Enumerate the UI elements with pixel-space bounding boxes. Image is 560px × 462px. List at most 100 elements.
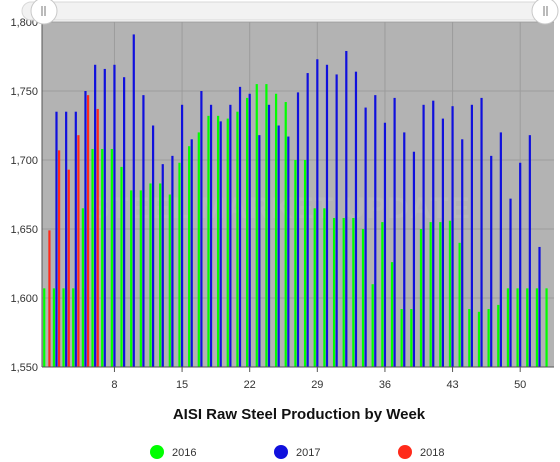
bar-2017-week-15[interactable] — [180, 104, 184, 368]
bar-2016-week-37[interactable] — [390, 262, 394, 367]
bar-2016-week-19[interactable] — [217, 115, 220, 367]
bar-2017-week-9[interactable] — [123, 77, 126, 367]
bar-2018-week-4[interactable] — [77, 135, 80, 367]
bar-2017-week-39[interactable] — [412, 151, 416, 367]
bar-2016-week-47[interactable] — [487, 309, 490, 367]
bar-2018-week-5[interactable] — [86, 95, 90, 367]
bar-2017-week-40[interactable] — [422, 104, 425, 368]
bar-2016-week-45[interactable] — [468, 309, 471, 367]
bar-2017-week-41[interactable] — [432, 100, 435, 367]
bar-2017-week-8[interactable] — [113, 64, 116, 367]
bar-2017-week-36[interactable] — [383, 122, 387, 368]
bar-2017-week-25[interactable] — [277, 125, 280, 368]
bar-2016-week-32[interactable] — [342, 217, 345, 367]
bar-2016-week-14[interactable] — [168, 194, 171, 368]
bar-2016-week-13[interactable] — [159, 183, 162, 367]
bar-2016-week-21[interactable] — [236, 111, 239, 367]
bar-2017-week-38[interactable] — [403, 132, 406, 367]
bar-2016-week-11[interactable] — [139, 190, 142, 367]
bar-2016-week-20[interactable] — [226, 118, 229, 367]
bar-2016-week-12[interactable] — [149, 183, 152, 367]
bar-2017-week-20[interactable] — [229, 104, 232, 368]
bar-2016-week-24[interactable] — [265, 84, 268, 367]
bar-2017-week-6[interactable] — [94, 64, 97, 367]
bar-2016-week-38[interactable] — [400, 309, 403, 367]
bar-2017-week-31[interactable] — [335, 74, 338, 367]
bar-2016-week-30[interactable] — [323, 208, 326, 367]
bar-2016-week-31[interactable] — [332, 217, 336, 367]
bar-2017-week-23[interactable] — [258, 135, 261, 367]
bar-2017-week-11[interactable] — [142, 95, 145, 367]
bar-2016-week-50[interactable] — [516, 288, 519, 367]
bar-2016-week-39[interactable] — [410, 309, 413, 367]
bar-2016-week-22[interactable] — [245, 97, 249, 368]
bar-2016-week-6[interactable] — [91, 148, 94, 367]
bar-2017-week-43[interactable] — [451, 106, 454, 368]
bar-2017-week-50[interactable] — [519, 162, 522, 367]
bar-2017-week-45[interactable] — [470, 104, 473, 368]
bar-2016-week-44[interactable] — [458, 242, 461, 367]
bar-2016-week-7[interactable] — [101, 148, 104, 367]
bar-2016-week-27[interactable] — [294, 160, 297, 367]
bar-2016-week-23[interactable] — [255, 84, 258, 367]
scrollbar-left-handle[interactable] — [30, 0, 58, 25]
bar-2017-week-12[interactable] — [151, 125, 155, 368]
bar-2017-week-34[interactable] — [364, 107, 367, 367]
bar-2016-week-51[interactable] — [526, 288, 529, 367]
bar-2016-week-35[interactable] — [371, 284, 374, 367]
bar-2017-week-21[interactable] — [238, 86, 242, 368]
bar-2017-week-51[interactable] — [528, 135, 531, 367]
bar-2017-week-2[interactable] — [55, 111, 58, 367]
bar-2017-week-33[interactable] — [354, 71, 358, 368]
bar-2016-week-16[interactable] — [188, 146, 191, 367]
bar-2017-week-32[interactable] — [345, 50, 348, 367]
bar-2016-week-25[interactable] — [274, 93, 278, 367]
bar-2017-week-47[interactable] — [490, 155, 493, 367]
bar-2017-week-24[interactable] — [267, 104, 271, 368]
bar-2018-week-3[interactable] — [67, 169, 70, 367]
bar-2017-week-30[interactable] — [325, 64, 329, 367]
scrollbar-track[interactable] — [21, 1, 553, 21]
bar-2016-week-26[interactable] — [284, 102, 287, 367]
bar-2017-week-10[interactable] — [132, 34, 135, 368]
bar-2016-week-34[interactable] — [361, 229, 365, 367]
legend-item-2018[interactable]: 2018 — [398, 445, 444, 459]
bar-2017-week-7[interactable] — [103, 68, 106, 368]
bar-2016-week-17[interactable] — [197, 132, 200, 367]
bar-2016-week-1[interactable] — [43, 288, 46, 367]
bar-2016-week-48[interactable] — [497, 304, 500, 367]
bar-2016-week-52[interactable] — [535, 288, 539, 367]
legend-item-2016[interactable]: 2016 — [150, 445, 196, 459]
bar-2017-week-37[interactable] — [393, 97, 396, 368]
bar-2017-week-19[interactable] — [219, 121, 222, 367]
bar-2016-week-53[interactable] — [545, 288, 548, 367]
bar-2016-week-33[interactable] — [352, 217, 355, 367]
bar-2017-week-22[interactable] — [248, 93, 251, 367]
bar-2016-week-40[interactable] — [419, 229, 423, 367]
bar-2016-week-43[interactable] — [448, 220, 452, 367]
bar-2017-week-3[interactable] — [65, 111, 68, 367]
bar-2016-week-2[interactable] — [52, 288, 55, 367]
bar-2017-week-27[interactable] — [296, 92, 300, 367]
bar-2016-week-15[interactable] — [178, 162, 181, 367]
bar-2016-week-5[interactable] — [81, 208, 84, 367]
bar-2017-week-29[interactable] — [316, 59, 319, 367]
bar-2017-week-4[interactable] — [74, 111, 77, 367]
bar-2016-week-10[interactable] — [130, 190, 133, 367]
bar-2017-week-35[interactable] — [374, 95, 377, 367]
bar-2017-week-52[interactable] — [538, 246, 541, 367]
scrollbar-right-handle[interactable] — [531, 0, 559, 25]
bar-2017-week-28[interactable] — [306, 73, 309, 367]
bar-2016-week-18[interactable] — [207, 115, 210, 367]
bar-2017-week-42[interactable] — [441, 118, 445, 367]
bar-2016-week-46[interactable] — [477, 311, 481, 367]
bar-2016-week-8[interactable] — [110, 148, 113, 367]
bar-2018-week-2[interactable] — [57, 150, 61, 367]
bar-2017-week-18[interactable] — [209, 104, 213, 368]
bar-2016-week-3[interactable] — [62, 288, 65, 367]
bar-2016-week-9[interactable] — [120, 166, 123, 367]
bar-2017-week-48[interactable] — [499, 132, 502, 367]
bar-2016-week-4[interactable] — [72, 288, 75, 367]
bar-2017-week-14[interactable] — [171, 155, 174, 367]
bar-2017-week-26[interactable] — [287, 136, 290, 367]
